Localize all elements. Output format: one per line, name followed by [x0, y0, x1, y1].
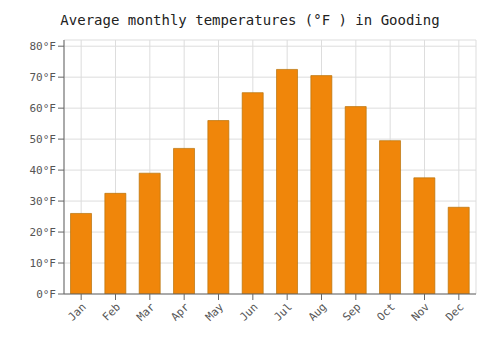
svg-text:Aug: Aug — [306, 300, 329, 323]
svg-text:Apr: Apr — [169, 300, 193, 324]
svg-text:70°F: 70°F — [30, 71, 57, 84]
svg-text:40°F: 40°F — [30, 164, 57, 177]
svg-text:10°F: 10°F — [30, 257, 57, 270]
svg-text:Jun: Jun — [237, 300, 260, 323]
svg-text:30°F: 30°F — [30, 195, 57, 208]
svg-text:Jul: Jul — [272, 300, 295, 323]
svg-text:Dec: Dec — [443, 300, 466, 323]
svg-text:Mar: Mar — [134, 300, 158, 324]
svg-text:Sep: Sep — [340, 300, 363, 323]
svg-text:20°F: 20°F — [30, 226, 57, 239]
svg-text:Feb: Feb — [100, 300, 123, 323]
html-text:Average monthly temperatures (: Average monthly temperatures (°F ) in Go… — [60, 12, 440, 28]
svg-text:50°F: 50°F — [30, 133, 57, 146]
svg-text:May: May — [203, 300, 227, 324]
svg-text:80°F: 80°F — [30, 40, 57, 53]
svg-text:Nov: Nov — [409, 300, 433, 324]
svg-text:0°F: 0°F — [36, 288, 56, 301]
svg-text:Jan: Jan — [66, 300, 89, 323]
svg-text:Oct: Oct — [375, 300, 398, 323]
svg-text:60°F: 60°F — [30, 102, 57, 115]
